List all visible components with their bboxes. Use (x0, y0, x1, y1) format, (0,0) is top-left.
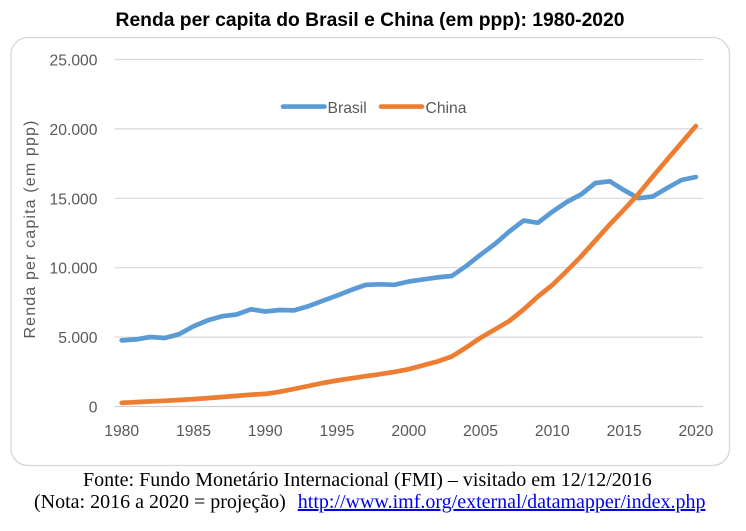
svg-text:2015: 2015 (607, 423, 642, 440)
svg-text:5.000: 5.000 (58, 330, 98, 347)
svg-text:China: China (426, 100, 467, 117)
svg-text:25.000: 25.000 (50, 53, 98, 70)
svg-text:10.000: 10.000 (50, 261, 98, 278)
svg-text:Brasil: Brasil (328, 100, 367, 117)
svg-text:2020: 2020 (678, 423, 713, 440)
svg-text:0: 0 (89, 400, 98, 417)
svg-text:1980: 1980 (104, 423, 139, 440)
svg-text:20.000: 20.000 (50, 122, 98, 139)
svg-text:15.000: 15.000 (50, 191, 98, 208)
svg-text:1995: 1995 (320, 423, 355, 440)
svg-text:1985: 1985 (176, 423, 211, 440)
svg-text:2000: 2000 (391, 423, 426, 440)
svg-text:1990: 1990 (248, 423, 283, 440)
svg-text:2005: 2005 (463, 423, 498, 440)
svg-text:2010: 2010 (535, 423, 570, 440)
